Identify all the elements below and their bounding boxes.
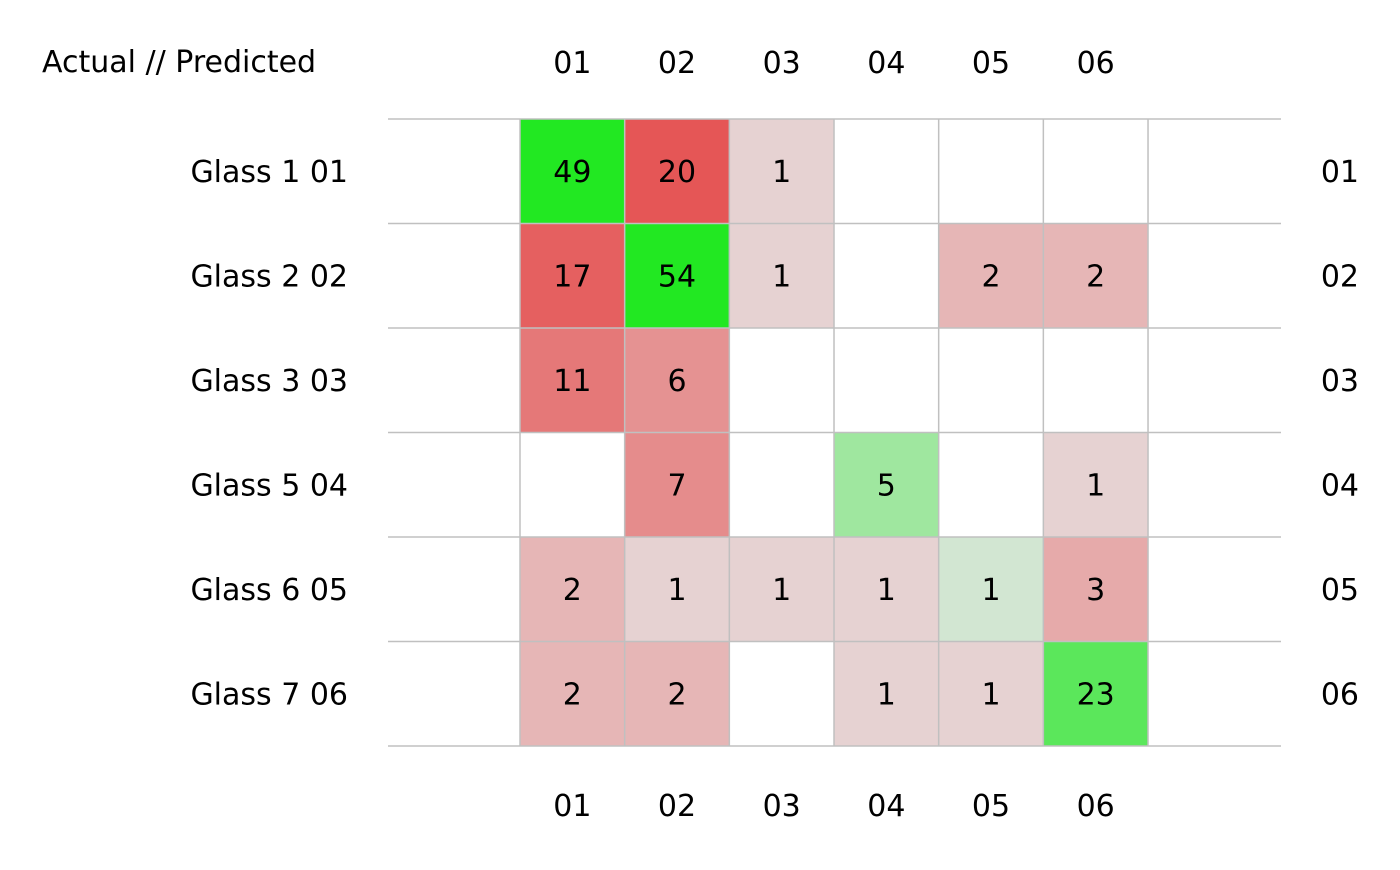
cell-r3-c2 [624, 328, 730, 433]
column-label-top: 04 [867, 46, 905, 81]
value-label: 6 [667, 364, 686, 399]
column-label-top: 05 [972, 46, 1010, 81]
value-label: 23 [1077, 678, 1115, 713]
value-label: 20 [658, 155, 696, 190]
cell-r1-c3 [729, 119, 835, 224]
column-label-bottom: 06 [1077, 789, 1115, 824]
cell-r4-c2 [624, 432, 730, 537]
column-labels-bottom: 01 02 03 04 05 06 [553, 789, 1115, 824]
cell-r4-c4 [834, 432, 939, 537]
value-label: 11 [553, 364, 591, 399]
value-label: 1 [772, 260, 791, 295]
row-labels-right: 01 02 03 04 05 06 [1321, 155, 1359, 713]
value-label: 2 [563, 573, 582, 608]
row-label-left: Glass 6 05 [190, 573, 348, 608]
value-label: 54 [658, 260, 696, 295]
column-labels-top: 01 02 03 04 05 06 [553, 46, 1115, 81]
value-label: 1 [877, 678, 896, 713]
value-label: 7 [667, 469, 686, 504]
cell-r1-c1 [520, 119, 625, 224]
cell-r5-c1 [520, 537, 625, 642]
cell-r2-c5 [938, 223, 1044, 328]
value-label: 5 [877, 469, 896, 504]
row-label-left: Glass 5 04 [190, 469, 348, 504]
row-label-right: 03 [1321, 364, 1359, 399]
cell-r5-c3 [729, 537, 835, 642]
value-label: 2 [667, 678, 686, 713]
cell-r6-c5 [938, 641, 1044, 746]
value-label: 1 [1086, 469, 1105, 504]
cell-r2-c6 [1043, 223, 1149, 328]
grid-lines [388, 118, 1281, 747]
row-labels-left: Glass 1 01 Glass 2 02 Glass 3 03 Glass 5 04… [190, 155, 348, 713]
value-label: 1 [772, 155, 791, 190]
row-label-right: 02 [1321, 260, 1359, 295]
value-label: 1 [981, 678, 1000, 713]
cell-r2-c2 [624, 223, 730, 328]
cell-r4-c6 [1043, 432, 1149, 537]
value-label: 3 [1086, 573, 1105, 608]
column-label-top: 01 [553, 46, 591, 81]
value-label: 2 [563, 678, 582, 713]
value-label: 1 [772, 573, 791, 608]
value-label: 1 [981, 573, 1000, 608]
row-label-left: Glass 7 06 [190, 678, 348, 713]
row-label-left: Glass 1 01 [190, 155, 348, 190]
column-label-top: 03 [763, 46, 801, 81]
row-label-right: 06 [1321, 678, 1359, 713]
cells-group [520, 119, 1149, 746]
column-label-bottom: 03 [763, 789, 801, 824]
chart-title: Actual // Predicted [42, 45, 316, 80]
cell-r5-c6 [1043, 537, 1149, 642]
column-label-bottom: 04 [867, 789, 905, 824]
cell-r6-c6 [1043, 641, 1149, 746]
cell-r5-c5 [938, 537, 1044, 642]
row-label-right: 01 [1321, 155, 1359, 190]
row-label-left: Glass 3 03 [190, 364, 348, 399]
value-label: 17 [553, 260, 591, 295]
value-label: 2 [981, 260, 1000, 295]
cell-r5-c4 [834, 537, 939, 642]
value-label: 1 [877, 573, 896, 608]
value-label: 2 [1086, 260, 1105, 295]
cell-r2-c3 [729, 223, 835, 328]
cell-r6-c2 [624, 641, 730, 746]
column-label-bottom: 01 [553, 789, 591, 824]
value-label: 1 [667, 573, 686, 608]
cell-r5-c2 [624, 537, 730, 642]
column-label-bottom: 02 [658, 789, 696, 824]
row-label-right: 05 [1321, 573, 1359, 608]
column-label-top: 06 [1077, 46, 1115, 81]
row-label-right: 04 [1321, 469, 1359, 504]
column-label-bottom: 05 [972, 789, 1010, 824]
cell-r3-c1 [520, 328, 625, 433]
value-labels: 49 20 117 54 1 2 211 67 5 12 1 1 1 1 32 2 1 1 23 [553, 155, 1115, 713]
cell-r6-c1 [520, 641, 625, 746]
cell-r1-c2 [624, 119, 730, 224]
row-label-left: Glass 2 02 [190, 260, 348, 295]
value-label: 49 [553, 155, 591, 190]
cell-r2-c1 [520, 223, 625, 328]
cell-r6-c4 [834, 641, 939, 746]
column-label-top: 02 [658, 46, 696, 81]
